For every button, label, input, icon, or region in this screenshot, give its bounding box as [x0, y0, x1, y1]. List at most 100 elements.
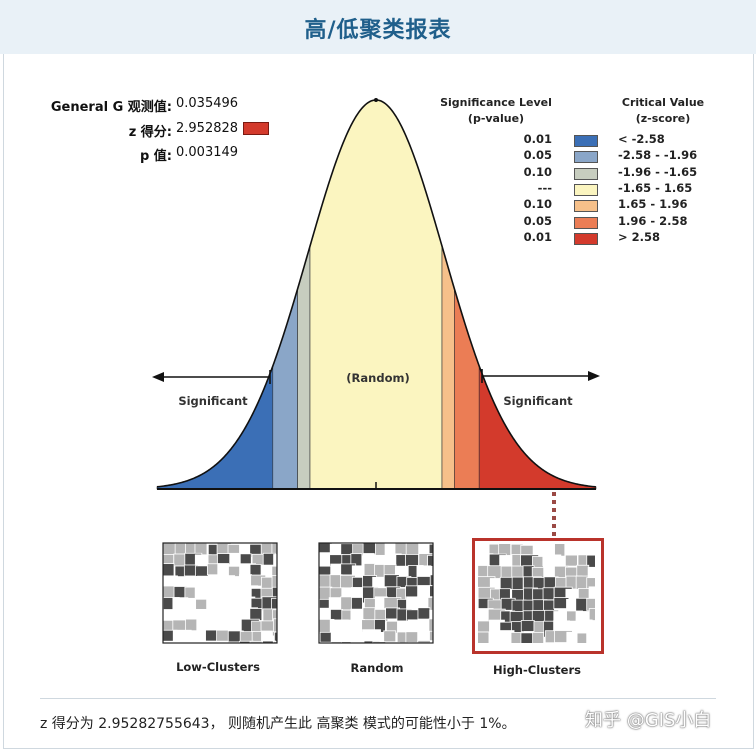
map-polygon: [272, 641, 277, 643]
curve-region: [156, 365, 274, 490]
legend-p-value: 0.01: [523, 132, 552, 146]
map-polygon: [385, 641, 401, 643]
legend-z-range: 1.65 - 1.96: [618, 197, 688, 212]
z-score-label: z 得分:: [128, 125, 172, 140]
legend-p-value: ---: [537, 180, 552, 195]
map-polygon: [227, 641, 246, 643]
map-polygon: [194, 586, 207, 601]
map-polygon: [163, 642, 175, 643]
map-polygon: [383, 630, 397, 643]
map-polygon: [586, 631, 595, 643]
right-arrow-icon: [588, 371, 600, 381]
low-clusters-caption: Low-Clusters: [176, 660, 260, 674]
map-polygon: [587, 566, 595, 579]
map-polygon: [394, 642, 413, 643]
map-polygon: [429, 574, 433, 589]
legend-z-range: -1.65 - 1.65: [618, 180, 693, 195]
legend-swatch: [574, 151, 598, 164]
z-score-value: 2.952828: [176, 121, 239, 136]
map-polygon: [194, 631, 206, 643]
footer-summary: z 得分为 2.95282755643， 则随机产生此 高聚类 模式的可能性小于…: [40, 716, 516, 732]
page-title: 高/低聚类报表: [304, 18, 452, 43]
map-polygon: [271, 575, 277, 591]
map-polygon: [272, 609, 277, 626]
report-header: 高/低聚类报表: [0, 0, 756, 54]
legend-critical-header: Critical Value (z-score): [608, 95, 718, 127]
legend-swatch: [574, 167, 598, 180]
left-arrow-icon: [152, 372, 164, 382]
map-polygon: [239, 640, 254, 643]
map-polygon: [588, 608, 595, 621]
legend-p-value: 0.05: [523, 213, 552, 228]
high-clusters-highlight-frame: [472, 538, 604, 654]
map-polygon: [249, 640, 263, 643]
legend-crit-header-line2: (z-score): [635, 112, 691, 125]
watermark: 知乎 @GIS小白: [585, 710, 712, 731]
significant-left-label: Significant: [178, 394, 248, 408]
map-polygon: [417, 640, 433, 643]
low-map-border: [162, 542, 278, 644]
map-polygon: [330, 641, 344, 643]
legend-z-range: -2.58 - -1.96: [618, 148, 698, 163]
map-polygon: [195, 598, 208, 611]
curve-region: [454, 288, 480, 490]
high-clusters-map: [478, 544, 595, 643]
map-polygon: [341, 641, 360, 643]
legend-swatch: [574, 183, 598, 196]
map-polygon: [428, 543, 433, 558]
random-map-border: [318, 542, 434, 644]
legend-z-range: 1.96 - 2.58: [618, 213, 688, 228]
map-polygon: [340, 543, 355, 556]
legend-p-value: 0.10: [523, 197, 552, 212]
map-polygon: [350, 641, 368, 643]
map-polygon: [330, 563, 343, 576]
map-polygon: [217, 563, 230, 577]
z-score-swatch: [243, 122, 269, 135]
map-polygon: [205, 642, 224, 643]
map-polygon: [427, 554, 433, 571]
map-polygon: [271, 565, 277, 580]
map-polygon: [429, 609, 433, 624]
legend-p-value: 0.05: [523, 148, 552, 163]
map-polygon: [429, 585, 433, 598]
curve-region: [309, 99, 443, 490]
map-polygon: [407, 642, 424, 643]
map-polygon: [218, 641, 236, 643]
legend-swatch: [574, 216, 598, 229]
legend-z-range: -1.96 - -1.65: [618, 164, 698, 179]
random-caption: Random: [350, 661, 404, 675]
map-polygon: [273, 554, 277, 570]
map-polygon: [532, 632, 545, 643]
p-value-label: p 值:: [139, 149, 172, 164]
footer-divider: [40, 698, 716, 699]
map-polygon: [228, 608, 241, 622]
significant-right-label: Significant: [503, 394, 573, 408]
curve-region: [272, 288, 298, 490]
legend-swatch: [574, 135, 598, 147]
general-g-value: 0.035496: [176, 96, 239, 111]
map-polygon: [429, 640, 433, 643]
map-polygon: [363, 640, 381, 643]
map-polygon: [271, 586, 277, 603]
map-polygon: [429, 630, 433, 643]
random-map: [319, 543, 433, 643]
map-polygon: [372, 641, 387, 643]
high-clusters-caption: High-Clusters: [493, 663, 581, 677]
map-polygon: [184, 642, 196, 643]
legend-crit-header-line1: Critical Value: [621, 96, 705, 109]
legend-significance-header: Significance Level (p-value): [430, 95, 562, 127]
map-polygon: [262, 640, 276, 643]
legend-swatch: [574, 200, 598, 213]
legend-swatch: [574, 232, 598, 245]
report-panel: [3, 54, 754, 749]
curve-region: [478, 365, 597, 490]
curve-peak: [374, 98, 378, 102]
legend-z-range: > 2.58: [618, 229, 661, 244]
map-polygon: [249, 564, 262, 576]
map-polygon: [271, 543, 277, 557]
general-g-label: General G 观测值:: [50, 100, 172, 115]
map-polygon: [588, 586, 595, 601]
map-polygon: [564, 554, 578, 567]
map-polygon: [271, 597, 277, 612]
